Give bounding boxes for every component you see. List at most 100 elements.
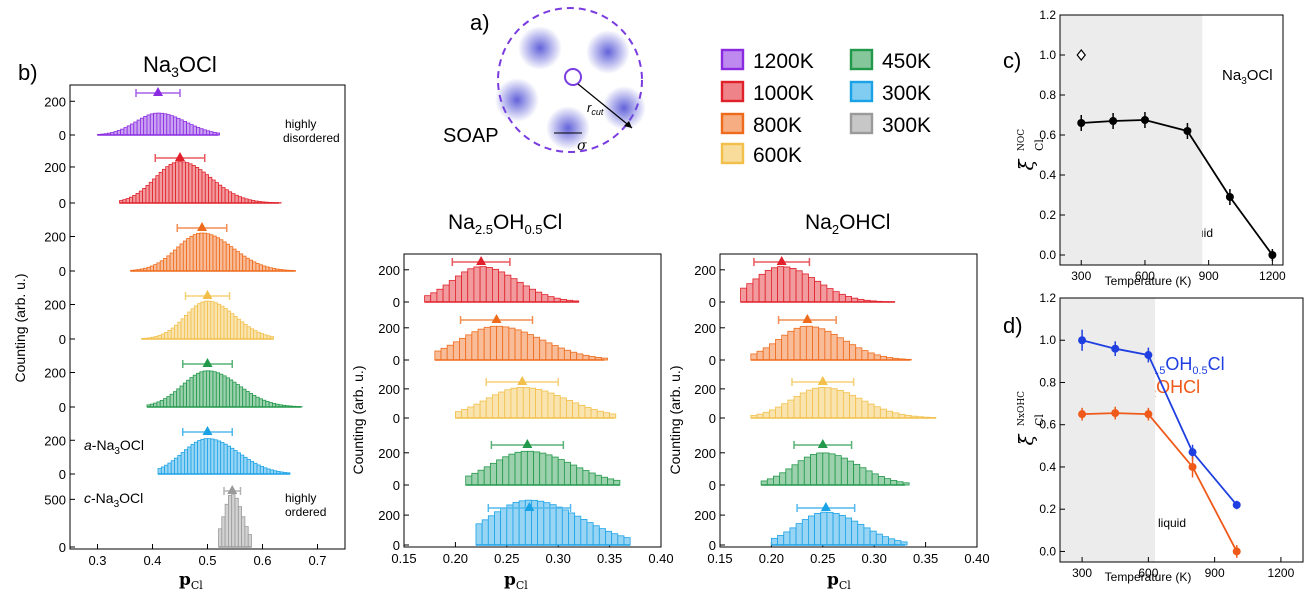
histogram-bar	[452, 341, 460, 361]
histogram-bar	[164, 464, 169, 475]
histogram-bar	[153, 264, 158, 272]
histogram-bar	[512, 502, 520, 546]
histogram-bar	[213, 439, 218, 475]
histogram-bar	[485, 397, 493, 419]
histogram-bar	[793, 395, 801, 419]
histogram-bar	[502, 326, 510, 361]
histogram-bar	[902, 482, 910, 486]
histogram-bar	[496, 459, 504, 486]
histogram-bar	[594, 474, 602, 486]
histogram-bar	[204, 174, 210, 204]
histogram-bar	[198, 169, 203, 204]
histogram-bar	[570, 351, 578, 361]
data-point	[1232, 547, 1241, 556]
histogram-bar	[201, 171, 206, 204]
histogram-bar	[245, 390, 250, 408]
y-tick-label: 0	[59, 128, 66, 143]
histogram-bar	[243, 323, 248, 340]
y-tick-label: 0.2	[1039, 502, 1056, 516]
histogram-bar	[215, 372, 221, 408]
histogram-bar	[779, 472, 787, 486]
histogram-bar	[259, 333, 264, 340]
histogram-bar	[557, 459, 565, 486]
histogram-bar	[566, 399, 573, 419]
histogram-bar	[746, 283, 754, 303]
histogram-bar	[454, 411, 462, 419]
mean-marker	[491, 314, 502, 323]
histogram-bar	[258, 398, 263, 408]
panel-b-ylabel: Counting (arb. u.)	[12, 274, 28, 383]
histogram-bar	[494, 511, 502, 546]
histogram-bar	[502, 456, 510, 486]
histogram-bar	[598, 528, 606, 546]
histogram-bar	[219, 239, 224, 272]
histogram-bar	[249, 328, 255, 340]
sigma-label: σ	[577, 138, 587, 154]
histogram-bar	[504, 389, 512, 419]
histogram-bar	[533, 336, 541, 361]
histogram-bar	[768, 343, 776, 361]
histogram-bar	[180, 318, 185, 340]
histogram-bar	[867, 403, 875, 419]
panel-label-a: a)	[470, 10, 490, 35]
histogram-bar	[465, 475, 473, 486]
y-tick-label: 0	[59, 264, 66, 279]
data-point	[1268, 251, 1277, 259]
annot-a-na3ocl: a-Na3OCl	[84, 437, 144, 457]
histogram-bar	[865, 470, 873, 486]
histogram-bar	[816, 452, 824, 486]
histogram-bar	[442, 284, 450, 303]
histogram-bar	[812, 387, 820, 419]
legend-swatch	[849, 80, 874, 103]
data-point	[1144, 351, 1153, 360]
histogram-bar	[207, 438, 212, 475]
histogram-bar	[875, 533, 883, 546]
soap-label: SOAP	[443, 125, 499, 147]
histogram-bar	[227, 191, 233, 204]
histogram-bar	[781, 403, 789, 419]
histogram-bar	[623, 537, 631, 546]
histogram-bar	[775, 406, 783, 419]
histogram-bar	[750, 353, 758, 361]
histogram-bar	[510, 387, 518, 419]
histogram-bar	[215, 237, 221, 272]
histogram-bar	[506, 504, 514, 546]
histogram-bar	[762, 347, 770, 361]
data-point	[1111, 409, 1120, 418]
histogram-bar	[199, 128, 204, 136]
histogram-bar	[163, 113, 168, 136]
histogram-bar	[255, 396, 260, 408]
histogram-bar	[199, 232, 204, 272]
x-tick-label: 300	[1071, 269, 1091, 283]
mean-marker	[197, 222, 207, 231]
histogram-bar	[183, 449, 189, 475]
histogram-bar	[814, 513, 822, 546]
panel-mid-xlabel: pCl	[504, 570, 528, 592]
histogram-bar	[148, 181, 153, 204]
histogram-bar	[188, 163, 193, 204]
histogram-bar	[159, 399, 164, 408]
histogram-bar	[842, 392, 850, 419]
mean-marker	[153, 87, 163, 96]
histogram-bar	[190, 444, 195, 475]
x-tick-label: 0.30	[862, 551, 887, 566]
y-tick-label: 0.6	[1039, 418, 1056, 432]
histogram-bar	[193, 305, 199, 340]
histogram-bar	[236, 318, 241, 340]
histogram-bar	[454, 275, 462, 303]
y-tick-label: 200	[694, 382, 716, 397]
histogram-bar	[826, 511, 834, 546]
histogram-bar	[179, 119, 184, 136]
histogram-bar	[586, 522, 594, 546]
histogram-bar	[840, 457, 848, 486]
histogram-bar	[859, 467, 867, 486]
y-tick-label: 500	[44, 492, 66, 507]
annot-c-na3ocl: c-Na3OCl	[84, 490, 143, 510]
histogram-bar	[128, 196, 134, 204]
histogram-bar	[224, 189, 229, 204]
x-tick-label: 0.40	[964, 551, 989, 566]
legend-swatch	[720, 142, 745, 165]
histogram-bar	[182, 240, 188, 272]
histogram-bar	[192, 374, 197, 408]
histogram-bar	[836, 389, 844, 419]
